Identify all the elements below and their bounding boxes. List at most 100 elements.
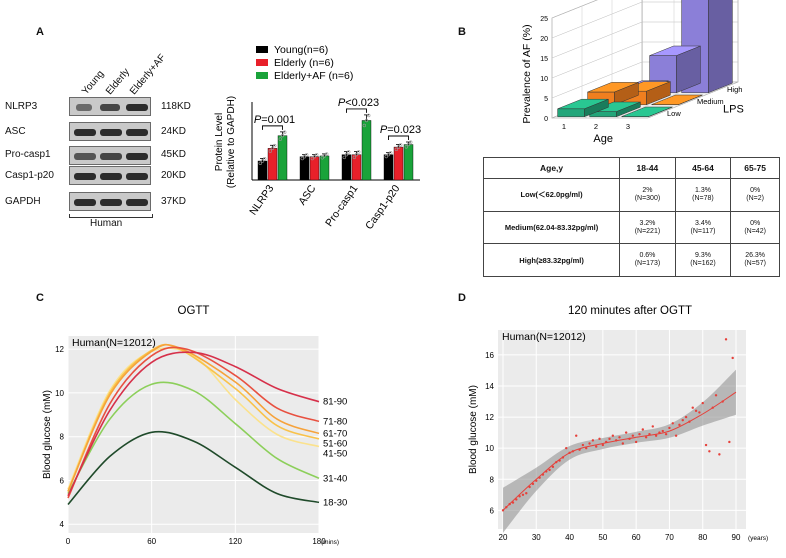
scatter-point [551, 465, 555, 469]
species-bracket [69, 214, 153, 218]
x-tick: 2 [594, 122, 598, 131]
blot-strip-gapdh [69, 192, 151, 211]
series-label-41-50: 41-50 [323, 448, 347, 459]
plot-background [498, 330, 746, 529]
y-tick: 14 [485, 382, 494, 391]
table-header-cell: 65-75 [730, 156, 780, 180]
scatter-point [611, 434, 615, 437]
scatter-point [505, 506, 508, 509]
scatter-point [591, 439, 595, 442]
scatter-point [604, 440, 608, 444]
row-label-high: High(≥83.32pg/ml) [482, 243, 621, 277]
series-line-71-80 [67, 346, 320, 499]
x-tick: 70 [665, 533, 674, 542]
chart-title: OGTT [178, 305, 210, 317]
z-tick-high: High [727, 85, 742, 94]
table-cell: 26.3% (N=57) [730, 243, 780, 277]
x-tick: 120 [229, 537, 243, 546]
x-tick-casp1-p20: Casp1-p20 [363, 183, 402, 232]
data-dot [260, 159, 265, 163]
bar3d-top [587, 82, 639, 93]
plot-background [68, 336, 319, 533]
y-tick: 8 [490, 475, 495, 484]
scatter-point [558, 459, 561, 462]
table-cell: 3.4% (N=117) [674, 210, 732, 245]
y-tick: 4 [60, 520, 65, 529]
table-header-cell: 45-64 [674, 156, 732, 180]
table-cell: 0% (N=42) [730, 210, 780, 245]
bar-asc-elderly-n-6 [309, 156, 320, 181]
x-tick: 50 [598, 533, 607, 542]
panel-letter-d: D [458, 292, 466, 304]
table-cell: 1.3% (N=78) [674, 178, 732, 212]
scatter-point [624, 431, 628, 434]
blot-kd-nlrp3: 118KD [161, 101, 191, 112]
table-row: Low(＜62.0pg/ml) 2% (N=300) 1.3% (N=78) 0%(… [482, 178, 780, 212]
scatter-point [731, 356, 734, 360]
blot-kd-asc: 24KD [161, 126, 187, 137]
x-tick: 30 [532, 533, 541, 542]
data-dot [364, 118, 369, 123]
series-line-18-30 [67, 430, 320, 506]
x-tick: 80 [698, 533, 707, 542]
x-tick: 0 [66, 537, 71, 546]
scatter-point [538, 476, 541, 479]
data-dot [406, 142, 411, 147]
data-dot [312, 154, 317, 159]
legend-label-young-n-6: Young(n=6) [274, 44, 328, 56]
chart-title: 120 minutes after OGTT [568, 305, 692, 317]
data-dot [354, 152, 359, 157]
x-tick: 90 [732, 533, 741, 542]
scatter-point [588, 442, 591, 445]
bar3d-side [708, 0, 733, 94]
scatter-point [568, 451, 571, 455]
scatter-point [678, 423, 681, 427]
scatter-point [664, 432, 668, 436]
blot-kd-pro-casp1: 45KD [161, 149, 187, 160]
y-tick: 20 [540, 36, 548, 43]
table-cell: 9.3% (N=162) [674, 243, 732, 277]
scatter-point [515, 498, 518, 501]
bar-casp1-p20-elderly-n-6 [393, 146, 404, 181]
bar-nlrp3-elderly-af-n-6 [277, 135, 288, 181]
data-dot [357, 150, 361, 154]
series-label-51-60: 51-60 [323, 438, 347, 449]
p-value-label: P=0.023 [380, 124, 421, 136]
scatter-point [658, 431, 661, 434]
scatter-point [628, 437, 631, 441]
scatter-point [598, 437, 601, 441]
table-cell: 3.2% (N=221) [619, 210, 676, 245]
scatter-point [698, 411, 701, 414]
scatter-point [721, 400, 724, 403]
x-tick: 60 [147, 537, 156, 546]
scatter-point [528, 485, 531, 489]
data-dot [280, 133, 285, 138]
scatter-point [521, 493, 525, 496]
x-tick: 180 [312, 537, 326, 546]
data-dot [258, 161, 262, 165]
y-tick: 10 [540, 76, 548, 83]
data-dot [300, 156, 305, 161]
af-prevalence-table: Age,y 18-44 45-64 65-75 Low(＜62.0pg/ml) … [482, 156, 780, 277]
species-label: Human [90, 218, 123, 229]
cohort-label: Human(N=12012) [502, 331, 586, 343]
data-dot [394, 147, 399, 152]
data-dot [386, 152, 391, 157]
data-dot [347, 150, 351, 154]
data-dot [314, 153, 319, 157]
scatter-point [571, 450, 575, 453]
y-tick: 12 [55, 345, 64, 354]
lane-label-young: Young [80, 68, 107, 98]
scatter-point [545, 470, 548, 473]
x-tick: 1 [562, 122, 566, 131]
scatter-point [561, 456, 565, 459]
p-value-label: P=0.001 [254, 114, 295, 126]
table-cell: 2% (N=300) [619, 178, 676, 212]
x-tick: 20 [499, 533, 508, 542]
legend-label-elderly-n-6: Elderly (n=6) [274, 57, 334, 69]
y-tick: 15 [540, 56, 548, 63]
x-tick-asc: ASC [296, 182, 318, 207]
bar-asc-elderly-af-n-6 [319, 155, 330, 181]
scatter-point [535, 479, 538, 483]
